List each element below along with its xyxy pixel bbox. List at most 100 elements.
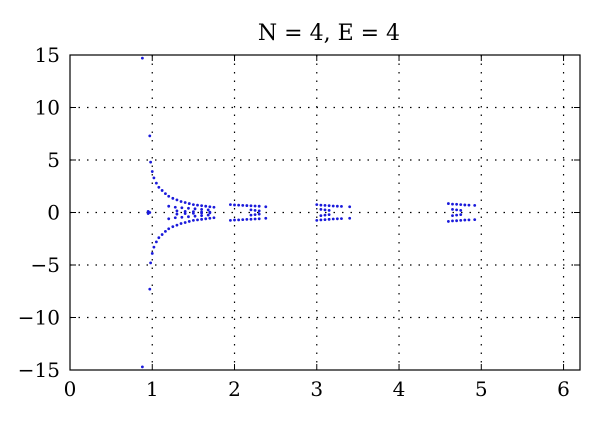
data-point <box>204 204 208 208</box>
data-point <box>264 216 268 220</box>
data-point <box>193 207 197 211</box>
data-point <box>191 218 195 222</box>
data-point <box>257 209 261 213</box>
data-point <box>331 204 335 208</box>
y-tick-label: 0 <box>47 201 60 225</box>
data-point <box>150 252 154 255</box>
data-point <box>233 203 236 207</box>
data-point <box>206 213 210 217</box>
y-tick-label: −10 <box>18 306 60 330</box>
data-point <box>241 203 245 207</box>
data-point <box>204 217 208 221</box>
data-point <box>148 211 152 214</box>
data-point <box>331 217 335 221</box>
data-point <box>459 218 463 222</box>
data-point <box>180 206 184 210</box>
data-point <box>257 212 261 216</box>
data-point <box>179 222 183 225</box>
data-point <box>187 202 191 205</box>
data-point <box>180 215 184 219</box>
data-point <box>175 209 179 213</box>
data-point <box>140 365 144 369</box>
data-point <box>237 218 241 222</box>
data-point <box>191 211 195 215</box>
data-point <box>149 261 153 265</box>
data-point <box>171 196 175 200</box>
data-point <box>140 56 144 60</box>
data-point <box>191 203 195 207</box>
data-point <box>157 185 161 189</box>
data-point <box>187 215 190 219</box>
data-points <box>140 56 477 369</box>
data-point <box>175 212 179 216</box>
data-point <box>455 208 459 212</box>
data-point <box>319 203 323 207</box>
data-point <box>245 204 249 207</box>
data-point <box>200 217 204 221</box>
data-point <box>171 225 175 229</box>
data-point <box>183 212 187 215</box>
data-point <box>446 220 450 223</box>
data-point <box>257 204 261 208</box>
x-tick-label: 3 <box>310 377 323 401</box>
data-point <box>167 227 171 231</box>
data-point <box>455 219 459 223</box>
data-point <box>323 218 327 222</box>
data-point <box>249 217 253 221</box>
data-point <box>167 217 171 221</box>
data-point <box>340 217 343 220</box>
data-point <box>233 218 236 222</box>
data-point <box>200 211 204 215</box>
y-tick-labels: 15 10 5 0 −5 −10 −15 <box>18 43 60 382</box>
data-point <box>183 201 187 204</box>
data-point <box>196 203 199 207</box>
data-point <box>319 214 323 218</box>
data-point <box>148 134 152 138</box>
data-point <box>446 202 450 205</box>
data-point <box>467 218 471 222</box>
x-tick-label: 1 <box>146 377 159 401</box>
data-point <box>196 218 199 222</box>
data-point <box>208 216 212 220</box>
data-point <box>467 203 471 207</box>
data-point <box>152 176 156 180</box>
data-point <box>455 213 459 217</box>
data-point <box>245 218 249 221</box>
data-point <box>208 205 212 209</box>
data-point <box>229 218 232 222</box>
data-point <box>187 206 190 210</box>
data-point <box>173 216 177 220</box>
data-point <box>249 208 253 212</box>
data-point <box>319 207 323 211</box>
axis-ticks <box>69 54 580 371</box>
data-point <box>183 210 187 213</box>
data-point <box>149 160 153 164</box>
data-point <box>193 214 197 218</box>
data-point <box>229 203 232 207</box>
data-point <box>459 209 463 212</box>
data-point <box>327 204 331 208</box>
data-point <box>463 203 467 207</box>
data-point <box>208 211 212 215</box>
data-point <box>237 203 241 207</box>
data-point <box>335 217 339 221</box>
data-point <box>253 209 257 212</box>
data-point <box>249 204 253 208</box>
data-point <box>164 192 167 196</box>
data-point <box>463 218 467 222</box>
data-point <box>257 217 261 221</box>
x-tick-label: 5 <box>475 377 488 401</box>
data-point <box>451 219 454 223</box>
data-point <box>160 189 164 192</box>
data-point <box>152 245 156 249</box>
data-point <box>164 230 167 233</box>
x-tick-labels: 0 1 2 3 4 5 6 <box>64 377 570 401</box>
data-point <box>253 217 257 221</box>
data-point <box>459 213 463 217</box>
data-point <box>150 170 154 173</box>
data-point <box>200 207 204 211</box>
data-point <box>473 218 477 222</box>
data-point <box>183 221 187 224</box>
y-tick-label: −5 <box>31 253 60 277</box>
